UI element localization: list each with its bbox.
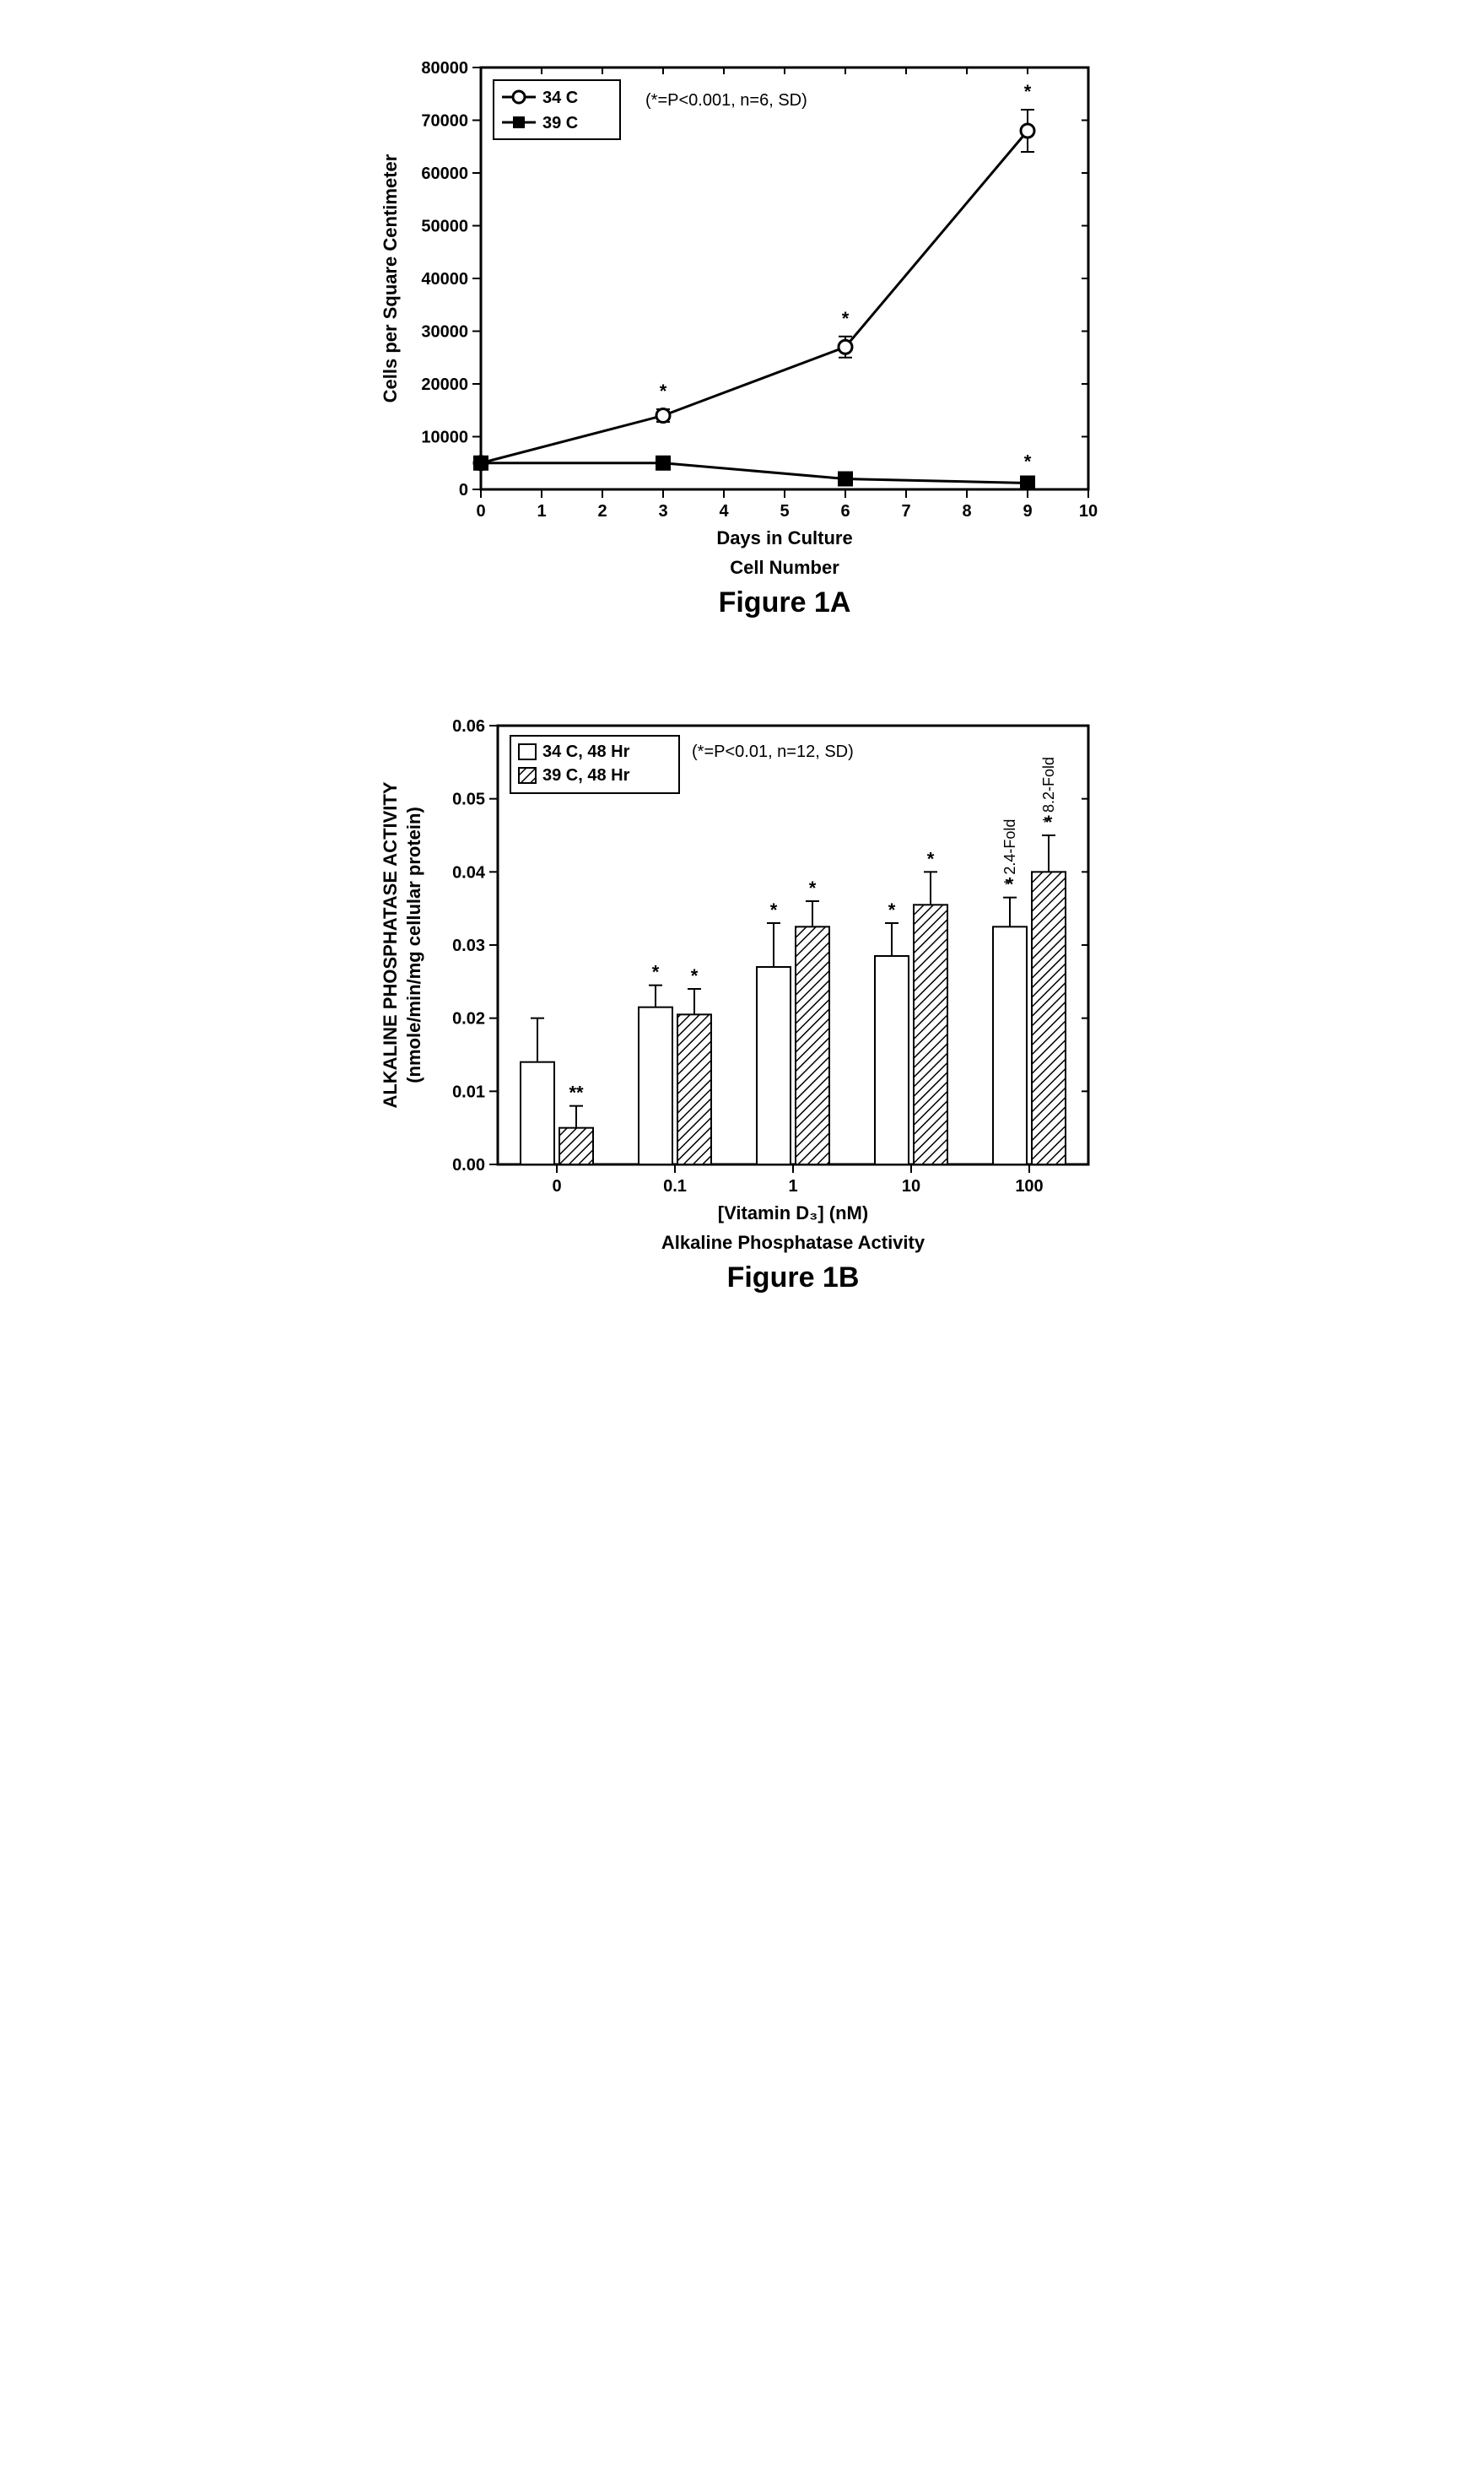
figure-1b-container: 0.000.010.020.030.040.050.060**0.1**1**1…: [363, 692, 1122, 1333]
svg-text:0.06: 0.06: [452, 717, 485, 736]
svg-text:*: *: [651, 962, 659, 983]
figure-1a-chart: 0 10000 20000 30000 40000 50000 60000 70000 8000…: [363, 34, 1122, 641]
svg-text:70000: 70000: [421, 112, 468, 131]
svg-text:*: *: [888, 899, 895, 921]
svg-text:30000: 30000: [421, 323, 468, 342]
svg-text:(*=P<0.001, n=6, SD): (*=P<0.001, n=6, SD): [645, 91, 807, 110]
svg-text:Alkaline Phosphatase Activity: Alkaline Phosphatase Activity: [661, 1232, 925, 1253]
svg-text:39 C: 39 C: [542, 114, 578, 132]
svg-text:4: 4: [719, 502, 729, 521]
svg-text:10: 10: [901, 1177, 920, 1196]
svg-text:(nmole/min/mg cellular protein: (nmole/min/mg cellular protein): [403, 807, 424, 1083]
svg-text:5: 5: [780, 502, 789, 521]
svg-text:0.1: 0.1: [663, 1177, 687, 1196]
svg-text:*: *: [1023, 81, 1031, 102]
svg-text:[Vitamin D₃] (nM): [Vitamin D₃] (nM): [717, 1202, 867, 1223]
svg-text:10000: 10000: [421, 429, 468, 447]
svg-text:20000: 20000: [421, 375, 468, 394]
svg-text:1: 1: [537, 502, 546, 521]
svg-text:*: *: [841, 308, 849, 329]
svg-text:0: 0: [552, 1177, 561, 1196]
svg-text:100: 100: [1015, 1177, 1043, 1196]
svg-text:*: *: [808, 878, 816, 899]
svg-text:*: *: [926, 848, 934, 869]
figure-1b-chart: 0.000.010.020.030.040.050.060**0.1**1**1…: [363, 692, 1122, 1333]
svg-text:Figure 1A: Figure 1A: [718, 586, 850, 618]
svg-text:9: 9: [1023, 502, 1032, 521]
svg-text:*: *: [659, 381, 666, 402]
svg-text:0.01: 0.01: [452, 1083, 485, 1101]
svg-text:*: *: [690, 965, 698, 986]
svg-text:2: 2: [597, 502, 607, 521]
svg-text:40000: 40000: [421, 270, 468, 289]
svg-text:10: 10: [1078, 502, 1097, 521]
svg-text:60000: 60000: [421, 165, 468, 183]
svg-text:0.02: 0.02: [452, 1010, 485, 1029]
svg-text:3: 3: [658, 502, 667, 521]
svg-text:6: 6: [840, 502, 850, 521]
svg-text:Cells per Square Centimeter: Cells per Square Centimeter: [380, 154, 401, 402]
svg-text:0.00: 0.00: [452, 1156, 485, 1175]
svg-text:Cell Number: Cell Number: [730, 557, 839, 578]
svg-text:34 C, 48 Hr: 34 C, 48 Hr: [542, 743, 630, 761]
svg-text:7: 7: [901, 502, 910, 521]
svg-text:Figure 1B: Figure 1B: [726, 1261, 859, 1294]
svg-text:80000: 80000: [421, 59, 468, 78]
svg-text:0: 0: [476, 502, 485, 521]
svg-text:0.04: 0.04: [452, 863, 486, 882]
figure-1a-container: 0 10000 20000 30000 40000 50000 60000 70000 8000…: [363, 34, 1122, 641]
svg-text:*: *: [769, 899, 777, 921]
svg-text:Days in Culture: Days in Culture: [716, 527, 852, 548]
svg-text:* 2.4-Fold: * 2.4-Fold: [1001, 819, 1018, 885]
svg-text:*: *: [1023, 451, 1031, 473]
svg-text:50000: 50000: [421, 218, 468, 236]
svg-text:8: 8: [962, 502, 971, 521]
svg-text:0.05: 0.05: [452, 791, 485, 809]
svg-text:(*=P<0.01, n=12, SD): (*=P<0.01, n=12, SD): [692, 743, 854, 761]
svg-text:0.03: 0.03: [452, 937, 485, 955]
svg-text:34 C: 34 C: [542, 89, 578, 107]
svg-text:1: 1: [788, 1177, 797, 1196]
svg-text:0: 0: [458, 481, 467, 500]
svg-text:* 8.2-Fold: * 8.2-Fold: [1040, 757, 1057, 823]
svg-text:39 C, 48 Hr: 39 C, 48 Hr: [542, 766, 630, 785]
svg-text:ALKALINE PHOSPHATASE ACTIVITY: ALKALINE PHOSPHATASE ACTIVITY: [380, 781, 401, 1108]
svg-text:**: **: [569, 1083, 584, 1104]
